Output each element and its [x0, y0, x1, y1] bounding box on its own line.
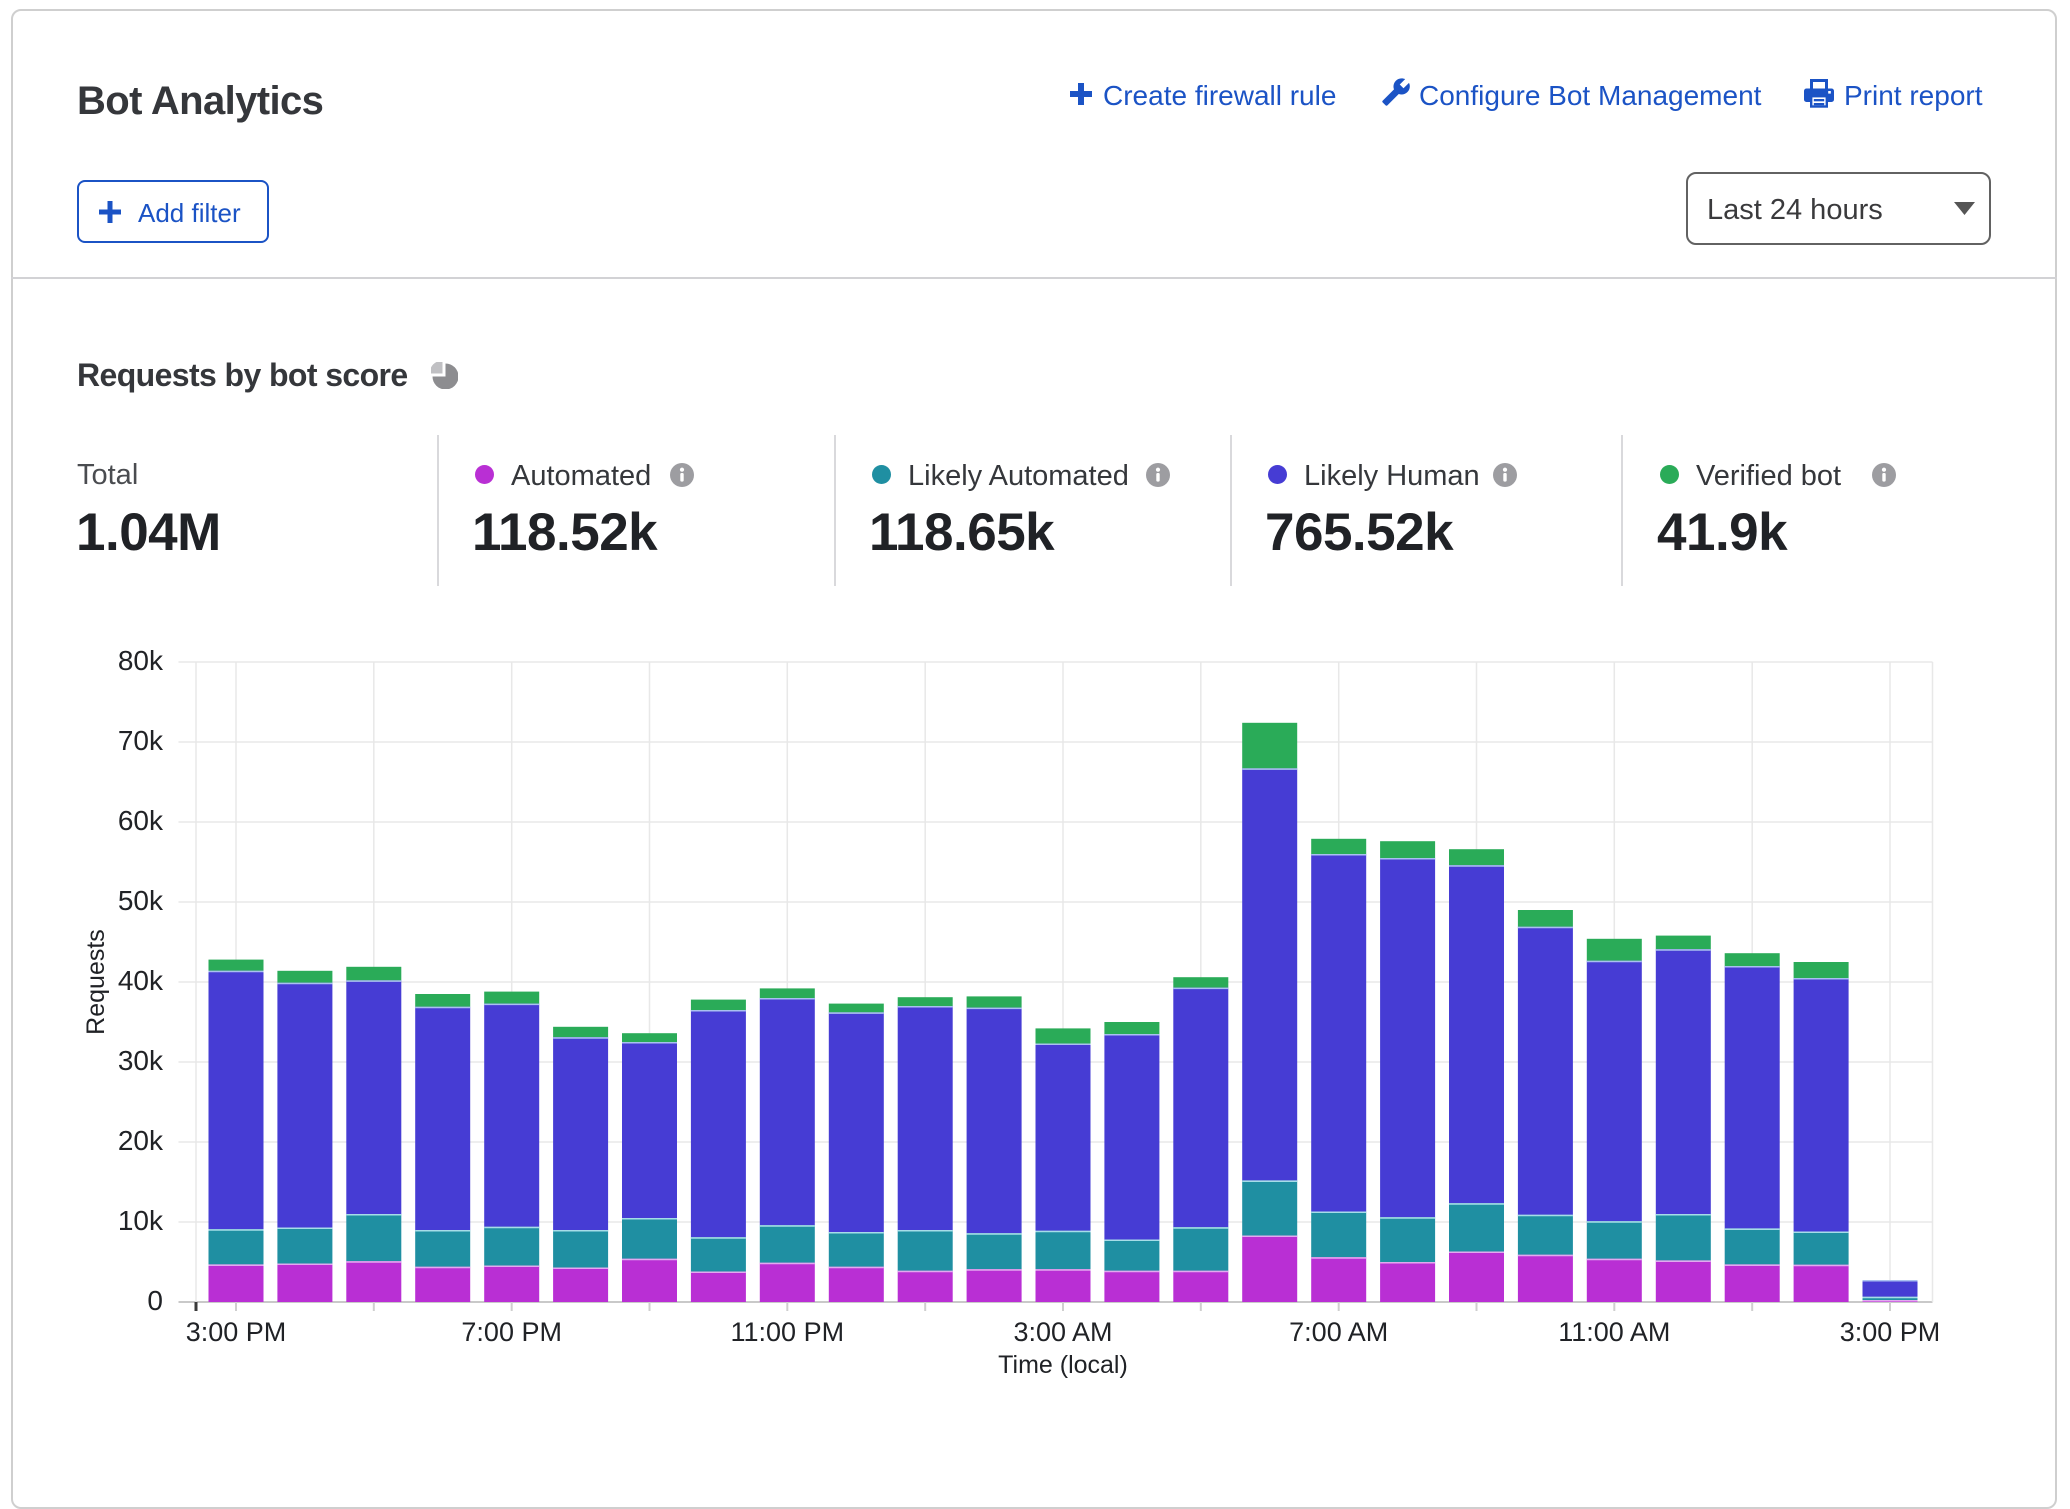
svg-text:20k: 20k	[118, 1125, 164, 1156]
svg-text:Requests: Requests	[82, 929, 110, 1035]
svg-text:7:00 AM: 7:00 AM	[1289, 1317, 1388, 1347]
svg-text:70k: 70k	[118, 725, 164, 756]
svg-text:3:00 AM: 3:00 AM	[1013, 1317, 1112, 1347]
svg-text:Time (local): Time (local)	[998, 1351, 1128, 1379]
svg-text:11:00 PM: 11:00 PM	[731, 1317, 845, 1347]
svg-text:3:00 PM: 3:00 PM	[1840, 1317, 1941, 1347]
svg-text:11:00 AM: 11:00 AM	[1558, 1317, 1670, 1347]
svg-text:7:00 PM: 7:00 PM	[461, 1317, 562, 1347]
svg-text:80k: 80k	[118, 645, 164, 676]
svg-text:10k: 10k	[118, 1205, 164, 1236]
svg-text:50k: 50k	[118, 885, 164, 916]
svg-text:60k: 60k	[118, 805, 164, 836]
svg-text:40k: 40k	[118, 965, 164, 996]
svg-text:30k: 30k	[118, 1045, 164, 1076]
svg-text:0: 0	[147, 1285, 163, 1316]
svg-text:3:00 PM: 3:00 PM	[186, 1317, 287, 1347]
